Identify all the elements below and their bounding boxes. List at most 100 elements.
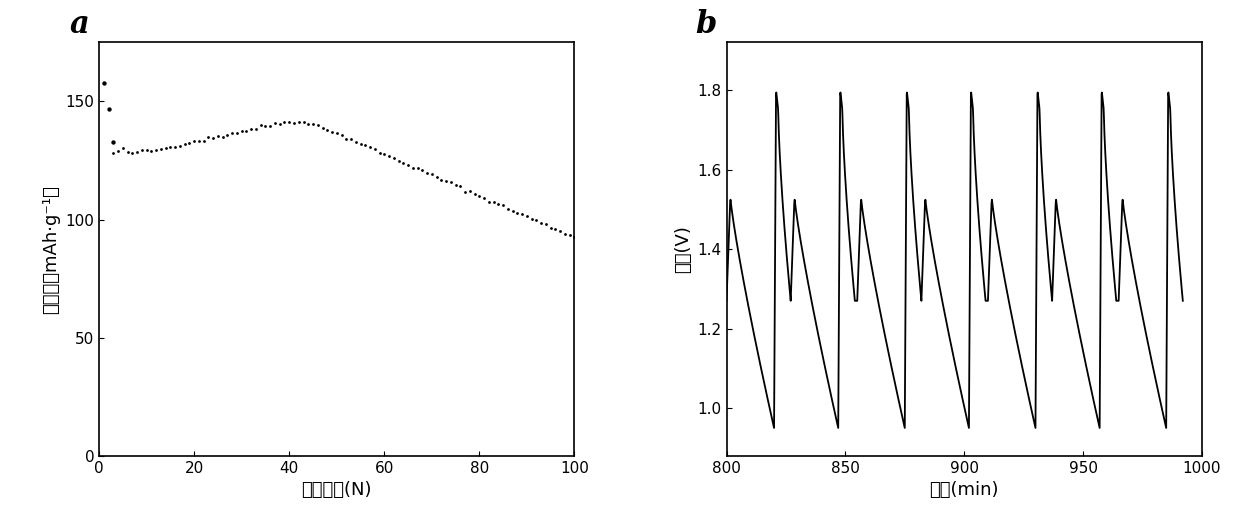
Point [227, 129, 247, 137]
Point [374, 150, 394, 158]
Point [426, 172, 446, 181]
Point [493, 201, 513, 209]
Point [346, 138, 366, 146]
Point [299, 119, 318, 128]
Point [190, 137, 209, 146]
Point [279, 118, 299, 127]
Point [540, 223, 560, 232]
Point [394, 158, 414, 167]
Point [133, 146, 152, 154]
Point [327, 128, 347, 137]
Point [128, 148, 147, 156]
Point [455, 188, 475, 196]
Point [465, 189, 484, 198]
Point [218, 130, 238, 139]
Point [356, 141, 375, 149]
X-axis label: 时间(min): 时间(min) [929, 481, 999, 499]
Point [550, 227, 570, 236]
Point [341, 135, 361, 144]
Point [185, 137, 204, 146]
Point [104, 149, 124, 157]
Text: b: b [695, 10, 717, 40]
Point [422, 170, 442, 179]
X-axis label: 循环次数(N): 循环次数(N) [301, 481, 372, 499]
Point [175, 140, 195, 148]
Point [232, 127, 252, 135]
Point [403, 163, 422, 172]
Point [436, 176, 456, 185]
Point [123, 148, 142, 157]
Point [203, 134, 223, 142]
Point [237, 126, 256, 135]
Point [555, 230, 575, 239]
Point [141, 147, 161, 155]
Point [369, 148, 389, 157]
Point [255, 122, 275, 130]
Point [545, 225, 565, 234]
Point [431, 175, 451, 184]
Point [108, 147, 128, 155]
Point [351, 140, 370, 148]
Point [213, 132, 233, 141]
Point [275, 118, 295, 126]
Point [508, 209, 528, 217]
Point [165, 143, 185, 152]
Y-axis label: 比容量（mAh·g⁻¹）: 比容量（mAh·g⁻¹） [42, 184, 59, 314]
Point [307, 121, 327, 129]
Point [451, 182, 471, 190]
Point [470, 192, 489, 200]
Point [136, 146, 156, 155]
Point [483, 198, 503, 206]
Point [118, 147, 138, 156]
Point [284, 118, 304, 127]
Point [208, 132, 228, 140]
Point [560, 231, 580, 239]
Point [222, 129, 242, 137]
Y-axis label: 电压(V): 电压(V) [674, 225, 691, 273]
Point [260, 121, 280, 130]
Point [517, 212, 536, 220]
Point [361, 143, 380, 152]
Point [94, 78, 114, 87]
Point [161, 143, 181, 151]
Point [151, 145, 171, 154]
Point [322, 127, 342, 136]
Point [565, 233, 585, 241]
Text: a: a [69, 10, 89, 40]
Point [332, 131, 352, 139]
Point [384, 153, 404, 162]
Point [503, 207, 523, 215]
Point [488, 199, 508, 208]
Point [180, 139, 199, 148]
Point [336, 135, 356, 143]
Point [446, 181, 466, 190]
Point [156, 144, 176, 153]
Point [104, 137, 124, 146]
Point [441, 178, 461, 186]
Point [317, 126, 337, 134]
Point [527, 216, 546, 225]
Point [418, 169, 437, 177]
Point [312, 124, 332, 132]
Point [475, 193, 494, 202]
Point [536, 220, 556, 228]
Point [364, 145, 384, 154]
Point [304, 120, 323, 129]
Point [389, 156, 409, 165]
Point [408, 164, 427, 172]
Point [294, 118, 313, 127]
Point [146, 145, 166, 154]
Point [247, 125, 266, 133]
Point [113, 144, 133, 153]
Point [270, 120, 290, 128]
Point [198, 133, 218, 142]
Point [512, 209, 532, 218]
Point [460, 187, 479, 195]
Point [170, 142, 190, 151]
Point [379, 152, 399, 160]
Point [532, 218, 551, 227]
Point [250, 121, 270, 130]
Point [398, 161, 418, 170]
Point [479, 197, 499, 206]
Point [99, 104, 119, 113]
